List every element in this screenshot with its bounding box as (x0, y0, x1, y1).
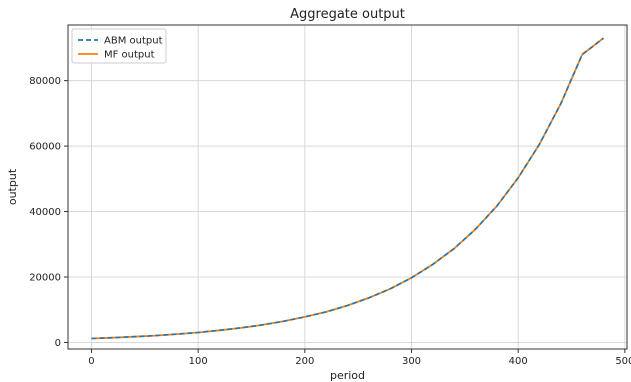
x-axis-title: period (330, 369, 365, 382)
x-tick-label: 300 (402, 356, 421, 367)
grid (68, 25, 627, 349)
plot-lines (91, 37, 605, 340)
y-tick-label: 60000 (29, 142, 61, 153)
y-tick-label: 40000 (29, 207, 61, 218)
ticks: 0 100 200 300 400 500 0 20000 40000 60000 80000 (29, 76, 631, 367)
series-line-abm-output (91, 37, 604, 340)
x-tick-label: 500 (615, 356, 631, 367)
legend-label: ABM output (104, 36, 163, 47)
y-axis-title: output (6, 168, 19, 205)
x-tick-label: 0 (88, 356, 94, 367)
x-tick-label: 400 (509, 356, 528, 367)
legend-label: MF output (104, 50, 155, 61)
x-tick-label: 200 (295, 356, 314, 367)
x-tick-label: 100 (189, 356, 208, 367)
chart-title: Aggregate output (290, 7, 405, 22)
y-tick-label: 80000 (29, 76, 61, 87)
y-tick-label: 0 (55, 338, 61, 349)
y-tick-label: 20000 (29, 273, 61, 284)
plot-frame (67, 24, 628, 350)
legend: ABM output MF output (71, 28, 167, 64)
